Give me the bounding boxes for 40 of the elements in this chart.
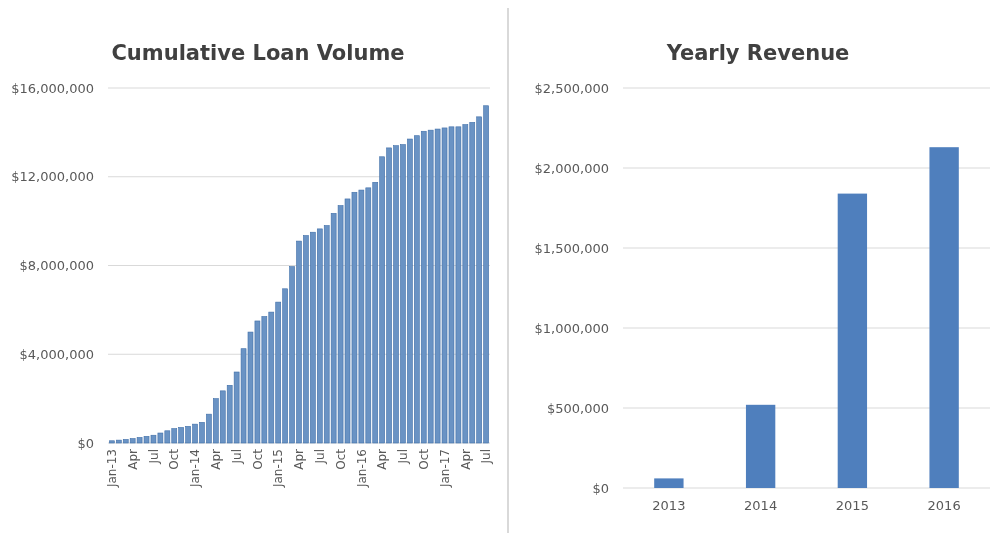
y-tick-label: $1,500,000 (534, 240, 609, 256)
bar (929, 147, 959, 488)
x-tick-label: Jan-15 (271, 449, 286, 489)
x-tick-label: Jul (229, 449, 244, 465)
x-tick-label: Jul (479, 449, 494, 465)
y-tick-label: $1,000,000 (534, 320, 609, 336)
x-tick-label: 2014 (744, 498, 778, 513)
y-tick-label: $12,000,000 (11, 169, 94, 185)
y-tick-label: $500,000 (546, 400, 609, 416)
x-tick-label: Jul (396, 449, 411, 465)
x-tick-label: Jan-17 (437, 449, 452, 489)
x-tick-label: Oct (167, 448, 182, 470)
x-tick-label: Jul (312, 449, 327, 465)
x-tick-label: Oct (333, 448, 348, 470)
y-tick-label: $0 (77, 435, 94, 451)
bar (745, 404, 776, 488)
x-tick-label: Jan-13 (105, 449, 120, 489)
x-tick-label: Apr (125, 448, 140, 470)
x-tick-label: Jul (146, 449, 161, 465)
x-tick-label: Jan-16 (354, 449, 369, 489)
y-tick-label: $8,000,000 (19, 258, 94, 274)
x-tick-label: 2013 (652, 498, 686, 513)
chart-title: Yearly Revenue (665, 41, 850, 65)
y-tick-label: $0 (592, 480, 609, 496)
x-tick-label: Apr (375, 448, 390, 470)
x-tick-label: Apr (458, 448, 473, 470)
x-tick-label: Oct (416, 448, 431, 470)
x-tick-label: Apr (292, 448, 307, 470)
y-tick-label: $2,500,000 (534, 80, 609, 96)
chart-title: Cumulative Loan Volume (111, 41, 405, 65)
y-tick-label: $16,000,000 (11, 80, 94, 96)
x-tick-label: Oct (250, 448, 265, 470)
x-tick-label: 2016 (927, 498, 961, 513)
bar (837, 193, 868, 488)
x-tick-label: 2015 (835, 498, 869, 513)
x-tick-label: Apr (209, 448, 224, 470)
y-tick-label: $2,000,000 (534, 160, 609, 176)
y-tick-label: $4,000,000 (19, 346, 94, 362)
bar (654, 478, 684, 488)
x-tick-label: Jan-14 (188, 449, 203, 489)
